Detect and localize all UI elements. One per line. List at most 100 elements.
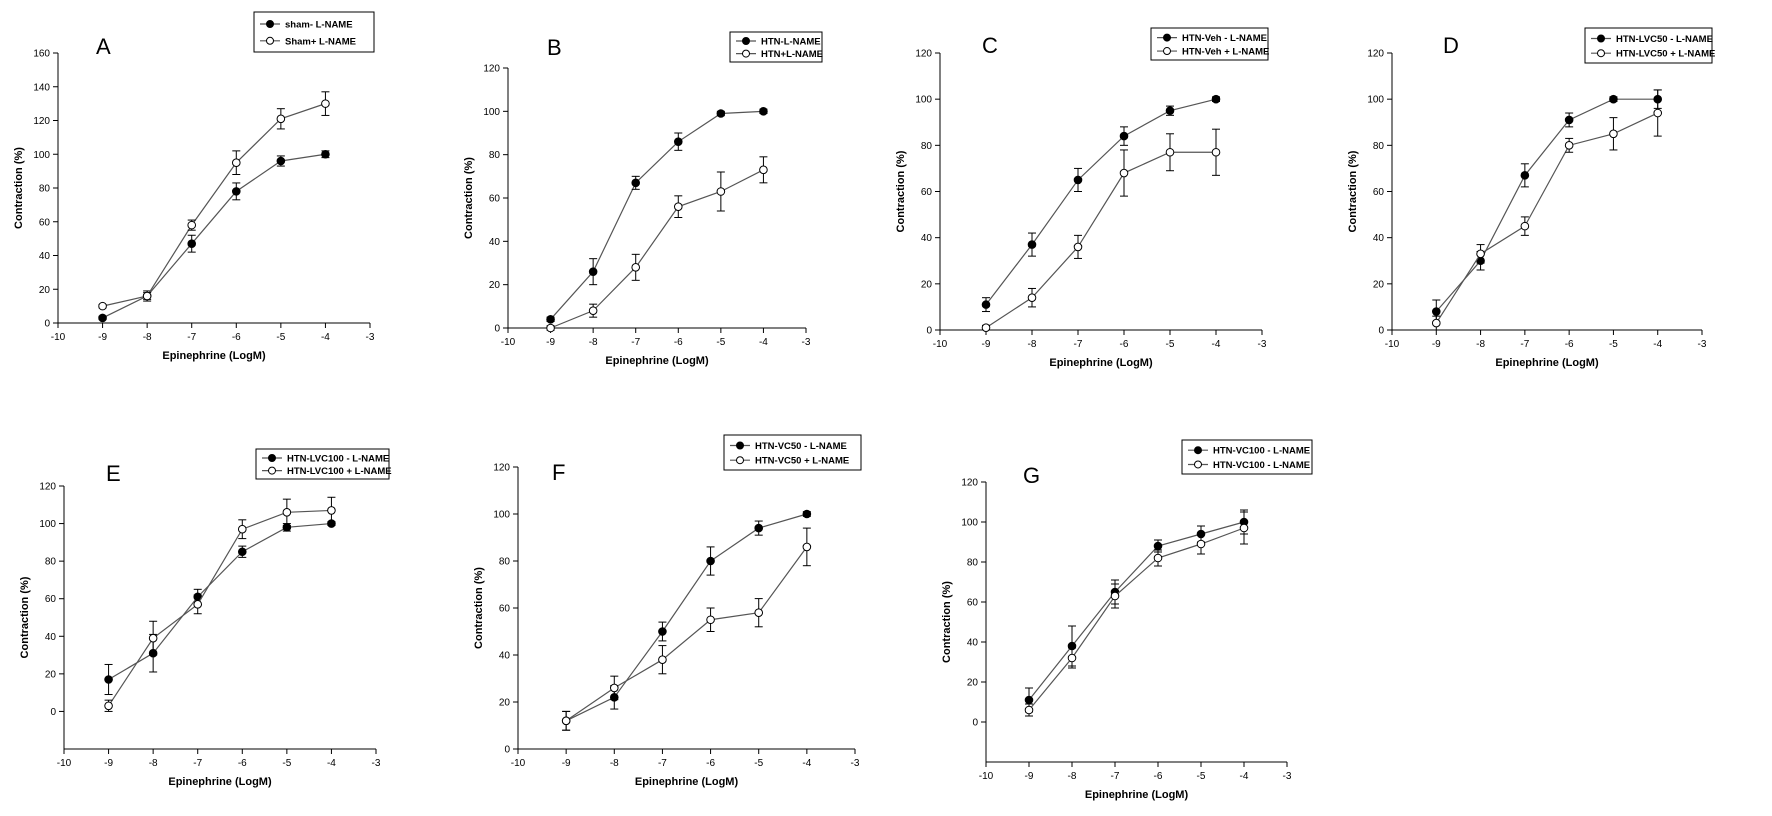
panel-letter: A (96, 34, 111, 59)
data-point (981, 300, 991, 309)
legend-entry: HTN-LVC50 + L-NAME (1616, 49, 1715, 60)
data-point (321, 99, 330, 108)
panel-g: 0 20 40 60 80 100 120 -10 -9 -8 -7 -6 -5 -4 -3 Epinephr… (941, 439, 1313, 801)
x-tick-label: -3 (851, 758, 860, 769)
data-point (673, 137, 683, 146)
y-tick-label: 20 (1373, 279, 1385, 290)
x-tick-label: -8 (1068, 771, 1077, 782)
y-tick-label: 40 (921, 233, 933, 244)
series-line (985, 151, 1216, 329)
y-tick-label: 0 (926, 326, 932, 337)
y-tick-label: 40 (489, 237, 501, 248)
data-point (1024, 705, 1034, 715)
x-tick-label: -10 (1385, 339, 1400, 350)
data-point (1027, 293, 1037, 302)
x-tick-label: -8 (610, 758, 619, 769)
data-point (588, 267, 598, 276)
x-tick-label: -4 (1240, 771, 1249, 782)
y-tick-label: 140 (33, 82, 50, 93)
series-line (550, 110, 764, 320)
x-tick-label: -5 (1609, 339, 1618, 350)
y-tick-label: 100 (33, 150, 50, 161)
series-filled (98, 149, 330, 323)
data-point (658, 655, 667, 665)
data-point (1027, 240, 1037, 249)
y-tick-label: 0 (44, 319, 50, 330)
x-tick-label: -10 (979, 771, 994, 782)
x-tick-label: -6 (1565, 339, 1574, 350)
data-point (282, 508, 292, 517)
data-point (148, 633, 158, 643)
panel-letter: D (1443, 33, 1459, 58)
data-point (588, 306, 598, 315)
y-axis-label: Contraction (%) (941, 581, 953, 663)
panel-b: 0 20 40 60 80 100 120 -10 -9 -8 -7 -6 -5 -4 -3 Epinephr… (463, 31, 823, 367)
y-tick-label: 0 (50, 707, 56, 718)
y-tick-label: 60 (1373, 187, 1385, 198)
legend-marker (1163, 47, 1171, 56)
data-point (609, 683, 619, 693)
data-point (716, 187, 726, 196)
data-point (231, 158, 241, 167)
series-line (102, 153, 326, 319)
legend-marker (1597, 49, 1605, 58)
series-line (1435, 98, 1658, 312)
legend: HTN-VC100 - L-NAME HTN-VC100 - L-NAME (1181, 439, 1313, 475)
series-open (104, 496, 336, 712)
x-tick-label: -4 (327, 758, 336, 769)
series-line (102, 103, 326, 307)
series-line (1435, 112, 1658, 324)
y-tick-label: 20 (921, 279, 933, 290)
data-point (1431, 307, 1441, 316)
x-tick-label: -7 (187, 332, 196, 343)
y-tick-label: 120 (33, 116, 50, 127)
x-tick-label: -6 (238, 758, 247, 769)
data-point (1431, 318, 1441, 328)
series-open (1024, 511, 1249, 717)
data-point (187, 239, 197, 248)
data-point (1520, 171, 1530, 180)
y-tick-label: 60 (45, 594, 57, 605)
data-point (706, 615, 715, 625)
legend-marker (268, 454, 276, 462)
y-tick-label: 0 (504, 745, 510, 756)
legend-entry: HTN-LVC50 - L-NAME (1616, 34, 1713, 45)
data-point (1211, 147, 1221, 157)
x-tick-label: -6 (1154, 771, 1163, 782)
data-point (276, 156, 286, 166)
legend-marker (266, 20, 274, 28)
x-tick-label: -7 (193, 758, 202, 769)
data-point (276, 114, 286, 124)
legend-entry: Sham+ L-NAME (285, 36, 356, 47)
x-tick-label: -7 (1520, 339, 1529, 350)
series-line (985, 98, 1217, 305)
legend-entry: HTN-LVC100 + L-NAME (287, 466, 392, 477)
y-tick-label: 80 (39, 184, 51, 195)
y-tick-label: 80 (45, 557, 57, 568)
data-point (673, 202, 683, 211)
legend-entry: HTN-VC100 - L-NAME (1213, 460, 1310, 471)
x-axis-label: Epinephrine (LogM) (1049, 357, 1153, 369)
legend-marker (266, 36, 274, 45)
data-point (1211, 94, 1221, 104)
y-axis-label: Contraction (%) (473, 567, 485, 649)
data-point (1153, 553, 1163, 563)
x-tick-label: -8 (589, 337, 598, 348)
data-point (1067, 653, 1077, 663)
y-tick-label: 40 (499, 651, 511, 662)
legend-box (255, 448, 390, 480)
x-tick-label: -4 (759, 337, 768, 348)
panel-letter: G (1023, 463, 1040, 488)
series-filled (1024, 509, 1249, 713)
x-tick-label: -8 (1028, 339, 1037, 350)
data-point (1196, 539, 1206, 549)
data-point (187, 220, 197, 230)
legend-entry: HTN-Veh + L-NAME (1182, 47, 1269, 58)
data-point (1119, 131, 1129, 141)
y-tick-label: 0 (1378, 326, 1384, 337)
data-point (231, 187, 241, 196)
legend-box (723, 434, 862, 471)
series-filled (546, 107, 768, 324)
